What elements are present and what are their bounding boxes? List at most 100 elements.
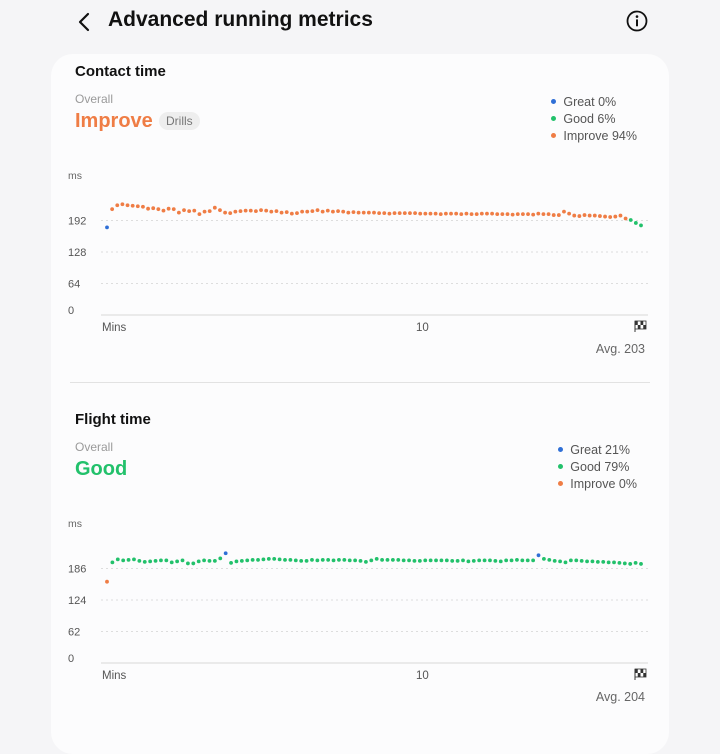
data-point [558,559,562,564]
data-point [412,558,417,563]
data-point [536,553,541,558]
data-point [443,211,448,216]
y-tick-label: 0 [68,653,74,665]
data-point [250,557,255,562]
data-point [397,211,402,216]
y-tick-label: 128 [68,247,86,259]
data-point [135,204,140,209]
data-point [498,559,503,564]
data-point [331,558,336,563]
data-point [105,225,109,230]
data-point [266,556,271,561]
data-point [592,213,597,218]
data-point [444,558,449,563]
drills-badge[interactable]: Drills [159,112,200,130]
data-point [293,558,298,563]
data-point [169,560,174,565]
data-point [417,558,422,563]
data-point [401,558,406,563]
data-point [110,207,115,212]
data-point [509,558,514,563]
data-point [229,561,233,565]
data-point [207,209,212,214]
checkered-flag-icon [634,320,647,332]
y-tick-label: 186 [68,564,86,576]
data-point [428,558,433,563]
data-point [423,211,428,216]
legend-dot [551,116,557,121]
data-point [377,211,382,216]
data-point [223,551,228,556]
data-point [390,557,395,562]
data-point [315,208,320,213]
data-point [434,558,438,563]
data-point [305,209,310,214]
legend-dot [551,133,557,138]
section-divider [70,382,650,383]
data-point [603,214,607,219]
data-point [289,211,294,216]
data-point [601,559,606,564]
data-point [438,212,443,217]
data-point [126,557,131,562]
legend-dot [558,447,564,452]
data-point [613,214,618,219]
data-point [272,556,277,561]
app-header: Advanced running metrics [0,0,720,44]
data-point [408,211,412,216]
data-point [337,557,341,562]
legend-dot [551,99,557,104]
data-point [547,557,552,562]
data-point [479,211,484,216]
legend-dot [558,481,564,486]
data-point [495,212,500,217]
data-point [374,556,379,561]
data-point [521,212,525,217]
data-point [490,211,494,216]
data-point [187,209,192,214]
info-button[interactable] [624,8,650,34]
data-point [464,211,469,216]
data-point [485,211,489,216]
legend-item-improve: Improve 0% [558,475,637,492]
data-point [505,212,510,217]
data-point [153,558,158,563]
overall-label: Overall [75,92,114,106]
data-point [504,558,509,563]
section-title: Contact time [75,63,166,80]
checkered-flag-icon [634,668,647,680]
data-point [418,211,423,216]
data-point [510,212,515,217]
data-point [595,559,600,564]
data-point [346,210,351,215]
data-point [166,206,171,211]
data-point [500,212,505,217]
data-point [248,208,253,213]
data-point [186,561,190,566]
y-tick-label: 192 [68,216,86,228]
data-point [243,208,248,213]
data-point [380,557,384,562]
legend-label: Improve 94% [563,128,637,143]
data-point [171,207,176,212]
data-point [439,558,444,563]
data-point [639,223,643,228]
legend-label: Great 21% [570,442,631,457]
data-point [568,558,573,563]
data-point [450,558,455,563]
data-point [633,221,638,225]
data-point [320,557,325,562]
data-point [269,209,274,214]
legend-label: Improve 0% [570,476,637,491]
data-point [542,556,546,561]
data-point [552,558,557,563]
flight-time-chart: ms 0 62 124 186 Mins 10 [68,518,648,682]
page-title: Advanced running metrics [108,8,373,31]
data-point [392,211,397,216]
back-button[interactable] [70,8,98,36]
data-point [353,558,358,563]
data-point [228,211,233,216]
data-point [639,562,643,566]
data-point [474,212,479,217]
data-point [455,558,460,563]
